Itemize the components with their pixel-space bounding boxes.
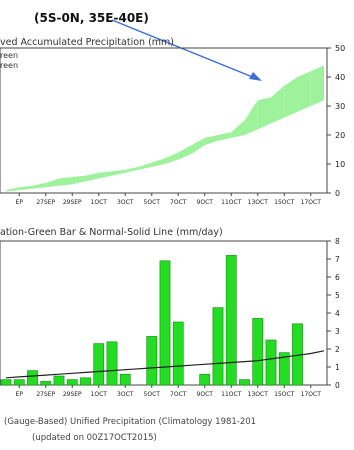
bottom-xtick-label: 15OCT xyxy=(274,391,295,398)
surplus-area-segment xyxy=(178,145,192,160)
top-xtick-label: 13OCT xyxy=(248,199,269,206)
top-xtick-label: 27SEP xyxy=(36,199,55,206)
bottom-ytick-label: 6 xyxy=(335,273,340,282)
precip-bar xyxy=(199,373,211,386)
precip-bar xyxy=(119,373,131,386)
surplus-area-segment xyxy=(125,166,139,173)
precip-bar xyxy=(212,307,224,386)
surplus-area-segment xyxy=(244,100,258,135)
top-xtick-label: 1OCT xyxy=(91,199,108,206)
accumulated-precip-chart: ved Accumulated Precipitation (mm) reen … xyxy=(0,37,345,206)
footer-updated: (updated on 00Z17OCT2015) xyxy=(32,433,157,443)
precip-bar xyxy=(40,381,52,386)
bottom-ytick-label: 4 xyxy=(335,309,340,318)
precip-bar xyxy=(225,255,237,386)
bottom-xtick-label: 13OCT xyxy=(248,391,269,398)
top-xtick-label: 29SEP xyxy=(63,199,82,206)
precip-bar xyxy=(239,379,250,386)
bottom-ytick-label: 5 xyxy=(335,291,340,300)
surplus-area-segment xyxy=(138,162,152,170)
precip-bar xyxy=(13,379,25,386)
bottom-ytick-label: 1 xyxy=(335,363,340,372)
top-xtick-label: 17OCT xyxy=(301,199,322,206)
legend-entry-2: reen xyxy=(0,61,18,70)
surplus-area-segment xyxy=(204,135,218,146)
surplus-area-segment xyxy=(297,71,311,112)
top-ytick-label: 0 xyxy=(335,189,340,198)
surplus-area-segment xyxy=(151,158,165,167)
surplus-area-segment xyxy=(310,65,324,106)
bottom-ytick-label: 3 xyxy=(335,327,340,336)
surplus-area-segment xyxy=(6,187,20,192)
top-xtick-label: 11OCT xyxy=(221,199,242,206)
surplus-area-segment xyxy=(271,85,285,124)
surplus-area-segment xyxy=(257,97,271,130)
surplus-area-segment xyxy=(32,182,46,189)
normal-line xyxy=(5,350,325,379)
precip-bar xyxy=(53,375,65,386)
surplus-area-segment xyxy=(19,185,33,191)
surplus-area-segment xyxy=(112,169,126,176)
legend-entry-1: reen xyxy=(0,51,18,60)
bottom-ytick-label: 8 xyxy=(335,237,340,246)
surplus-area-segment xyxy=(72,175,86,185)
bottom-xtick-label: 17OCT xyxy=(301,391,322,398)
bottom-xtick-label: 1OCT xyxy=(91,391,108,398)
bottom-ytick-label: 7 xyxy=(335,255,340,264)
precip-bar xyxy=(146,336,158,386)
top-xtick-label: 9OCT xyxy=(197,199,214,206)
precip-bar xyxy=(159,260,171,386)
top-xtick-label: 5OCT xyxy=(144,199,161,206)
bottom-xtick-label: 3OCT xyxy=(117,391,134,398)
top-ytick-label: 40 xyxy=(335,73,345,82)
bottom-xtick-label: 27SEP xyxy=(36,391,55,398)
top-xtick-label: EP xyxy=(16,199,24,206)
bottom-xtick-label: 5OCT xyxy=(144,391,161,398)
precip-bar xyxy=(66,379,78,386)
annotation-arrow xyxy=(111,19,262,81)
surplus-area-segment xyxy=(98,171,112,179)
precip-bar xyxy=(27,370,38,386)
surplus-area-segment xyxy=(191,137,205,154)
precip-bar xyxy=(252,318,264,386)
surplus-area-segment xyxy=(165,152,179,164)
top-ytick-label: 20 xyxy=(335,131,345,140)
region-label: (5S-0N, 35E-40E) xyxy=(34,11,149,25)
bottom-xtick-label: 29SEP xyxy=(63,391,82,398)
top-xtick-label: 7OCT xyxy=(170,199,187,206)
precip-bar xyxy=(80,377,91,386)
top-xtick-label: 15OCT xyxy=(274,199,295,206)
surplus-area-segment xyxy=(45,178,59,188)
bottom-ytick-label: 2 xyxy=(335,345,340,354)
top-ytick-label: 10 xyxy=(335,160,345,169)
bottom-xtick-label: EP xyxy=(16,391,24,398)
precip-bar xyxy=(93,343,105,386)
surplus-area-segment xyxy=(85,172,99,182)
top-plot-frame xyxy=(0,47,328,194)
surplus-area-segment xyxy=(231,120,245,138)
surplus-area-segment xyxy=(59,177,73,186)
surplus-area-segment xyxy=(284,77,298,118)
precip-bar xyxy=(106,341,118,386)
surplus-area-segment xyxy=(218,132,232,141)
precip-bar xyxy=(172,321,184,386)
daily-precip-chart: ation-Green Bar & Normal-Solid Line (mm/… xyxy=(0,227,340,398)
bottom-chart-title: ation-Green Bar & Normal-Solid Line (mm/… xyxy=(0,227,223,238)
bottom-xtick-label: 9OCT xyxy=(197,391,214,398)
bottom-xtick-label: 11OCT xyxy=(221,391,242,398)
precip-bar xyxy=(265,339,277,386)
bottom-xtick-label: 7OCT xyxy=(170,391,187,398)
top-chart-title: ved Accumulated Precipitation (mm) xyxy=(0,37,174,48)
top-xtick-label: 3OCT xyxy=(117,199,134,206)
top-ytick-label: 50 xyxy=(335,44,345,53)
bottom-ytick-label: 0 xyxy=(335,381,340,390)
top-ytick-label: 30 xyxy=(335,102,345,111)
footer-source: (Gauge-Based) Unified Precipitation (Cli… xyxy=(4,417,256,427)
precip-bar xyxy=(0,379,12,386)
